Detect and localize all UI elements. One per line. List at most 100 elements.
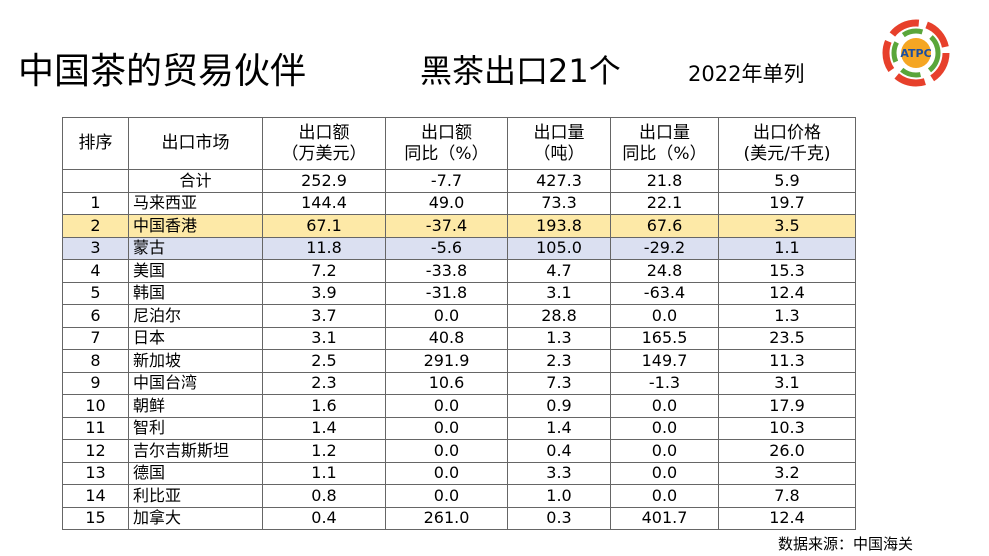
header-cell: 出口市场 (128, 117, 263, 170)
header-line: 出口额 (421, 122, 472, 143)
header-line: 同比（%） (622, 143, 707, 164)
table-cell: 7 (62, 326, 129, 350)
table-cell: 1.6 (262, 394, 386, 418)
table-cell: 合计 (128, 169, 263, 193)
table-cell: 49.0 (385, 191, 508, 215)
table-cell: 3.1 (262, 326, 386, 350)
header-line: 出口量 (533, 122, 585, 143)
table-cell: 165.5 (610, 326, 719, 350)
table-cell: 2.3 (262, 371, 386, 395)
logo-ring (891, 28, 941, 78)
table-cell: 德国 (128, 461, 263, 485)
slide-title: 中国茶的贸易伙伴 (18, 51, 307, 92)
table-cell: 252.9 (262, 169, 386, 193)
table-cell: 0.0 (385, 484, 508, 508)
table-cell: 3.7 (262, 304, 386, 328)
header-line: （万美元） (281, 143, 367, 164)
table-cell: 7.2 (262, 259, 386, 283)
table-cell: 3.2 (718, 461, 856, 485)
table-row: 7 日本 3.1 40.8 1.3 165.5 23.5 (62, 326, 856, 350)
table-row: 合计 252.9 -7.7 427.3 21.8 5.9 (62, 169, 856, 193)
table-cell: 11 (62, 416, 129, 440)
table-cell: 1.4 (507, 416, 611, 440)
header-line: 同比（%） (404, 143, 489, 164)
table-cell: 67.6 (610, 214, 719, 238)
table-cell: 3.3 (507, 461, 611, 485)
logo-core (901, 38, 931, 68)
slide-note: 2022年单列 (688, 62, 805, 86)
table-cell: 22.1 (610, 191, 719, 215)
header-row: 排序 出口市场 出口额 （万美元） 出口额 同比（%） 出口量 （吨） 出口量 同比（%） 出口价格… (62, 117, 856, 170)
table-cell: -1.3 (610, 371, 719, 395)
table-cell: 11.3 (718, 349, 856, 373)
header-cell: 排序 (62, 117, 129, 170)
table-cell: 0.0 (610, 416, 719, 440)
table-cell: 0.9 (507, 394, 611, 418)
table-cell: 朝鲜 (128, 394, 263, 418)
table-cell: -29.2 (610, 236, 719, 260)
table-cell: 15 (62, 506, 129, 530)
table-cell: 中国台湾 (128, 371, 263, 395)
table-cell: 4.7 (507, 259, 611, 283)
table-cell: 26.0 (718, 439, 856, 463)
table-cell: 1.0 (507, 484, 611, 508)
table-cell: 40.8 (385, 326, 508, 350)
table-cell: 1.1 (718, 236, 856, 260)
table-cell: 17.9 (718, 394, 856, 418)
table-cell: 0.0 (610, 439, 719, 463)
table-cell: 105.0 (507, 236, 611, 260)
table-cell: 15.3 (718, 259, 856, 283)
logo-text: ATPC (900, 47, 931, 60)
table-cell: 291.9 (385, 349, 508, 373)
table-cell: 3.1 (718, 371, 856, 395)
table-cell: 3.5 (718, 214, 856, 238)
table-cell: 21.8 (610, 169, 719, 193)
table-row: 9 中国台湾 2.3 10.6 7.3 -1.3 3.1 (62, 371, 856, 395)
table-cell: 0.4 (507, 439, 611, 463)
table-cell: 12.4 (718, 281, 856, 305)
table-row: 3 蒙古 11.8 -5.6 105.0 -29.2 1.1 (62, 236, 856, 260)
table-cell: 9 (62, 371, 129, 395)
table-cell: 1.1 (262, 461, 386, 485)
table-cell: 23.5 (718, 326, 856, 350)
header-cell: 出口价格 (美元/千克) (718, 117, 856, 170)
table-cell: 1.3 (507, 326, 611, 350)
table-cell: 0.0 (610, 304, 719, 328)
table-cell: 0.0 (385, 461, 508, 485)
table-row: 8 新加坡 2.5 291.9 2.3 149.7 11.3 (62, 349, 856, 373)
table-cell: 12 (62, 439, 129, 463)
table-cell: 0.0 (610, 394, 719, 418)
table-cell: 0.0 (385, 416, 508, 440)
table-cell: 利比亚 (128, 484, 263, 508)
table-cell: 3 (62, 236, 129, 260)
table-cell: 144.4 (262, 191, 386, 215)
table-cell: 尼泊尔 (128, 304, 263, 328)
slide-subtitle: 黑茶出口21个 (420, 52, 621, 90)
table-cell: 5.9 (718, 169, 856, 193)
table-cell: 193.8 (507, 214, 611, 238)
table-cell: 蒙古 (128, 236, 263, 260)
table-row: 14 利比亚 0.8 0.0 1.0 0.0 7.8 (62, 484, 856, 508)
table-row: 10 朝鲜 1.6 0.0 0.9 0.0 17.9 (62, 394, 856, 418)
table-cell: 149.7 (610, 349, 719, 373)
table-cell: 加拿大 (128, 506, 263, 530)
header-line: (美元/千克) (743, 143, 831, 164)
table-row: 13 德国 1.1 0.0 3.3 0.0 3.2 (62, 461, 856, 485)
header-line: （吨） (533, 143, 585, 164)
table-cell: 1.2 (262, 439, 386, 463)
table-cell: 中国香港 (128, 214, 263, 238)
header-line: 出口市场 (161, 133, 230, 153)
table-cell: 10.3 (718, 416, 856, 440)
table-cell: 3.9 (262, 281, 386, 305)
logo: ATPC (882, 19, 950, 87)
table-cell: 6 (62, 304, 129, 328)
header-cell: 出口量 （吨） (507, 117, 611, 170)
table-cell: -31.8 (385, 281, 508, 305)
table-row: 4 美国 7.2 -33.8 4.7 24.8 15.3 (62, 259, 856, 283)
table-cell: -63.4 (610, 281, 719, 305)
table-cell: 13 (62, 461, 129, 485)
table-cell: 2 (62, 214, 129, 238)
table-cell: 8 (62, 349, 129, 373)
header-cell: 出口额 （万美元） (262, 117, 386, 170)
table-cell: 73.3 (507, 191, 611, 215)
